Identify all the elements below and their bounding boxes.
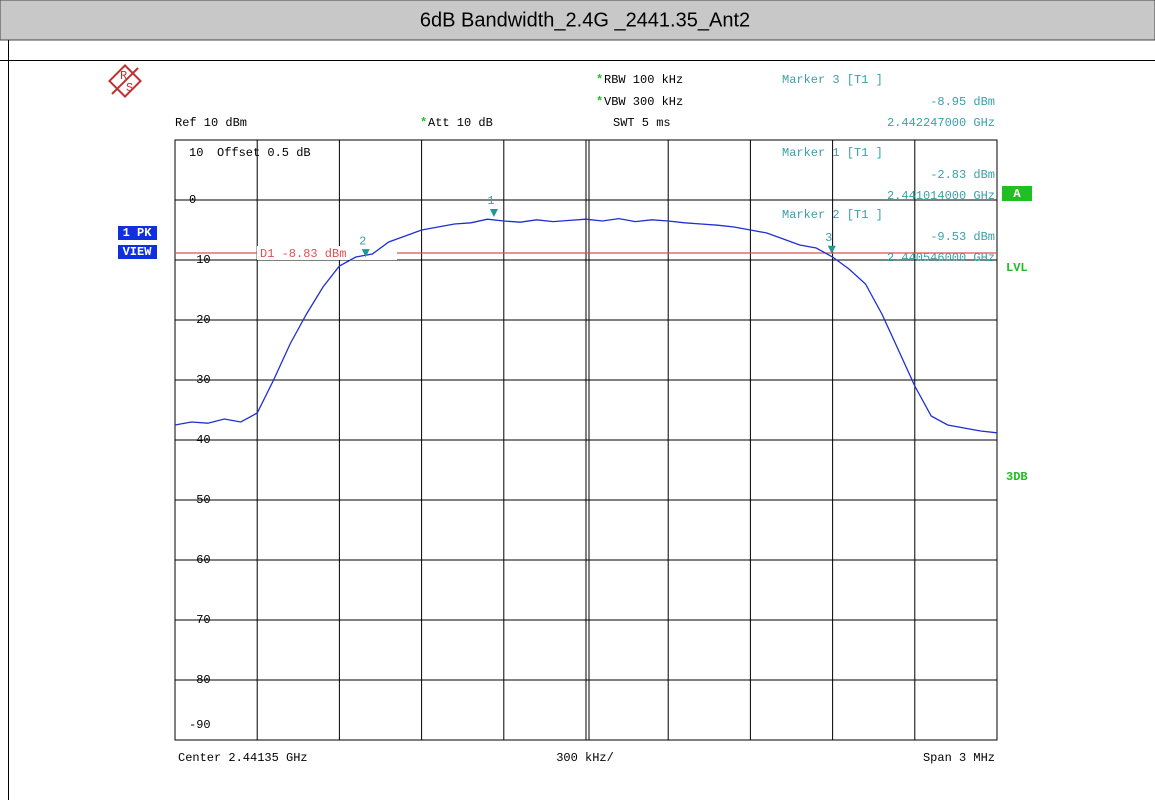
setting-star: *	[596, 95, 603, 109]
marker	[827, 245, 836, 254]
y-tick-label: -20	[189, 313, 211, 327]
y-tick-label: -40	[189, 433, 211, 447]
marker-number: 2	[359, 234, 366, 248]
left-box	[118, 226, 157, 240]
marker	[361, 249, 370, 258]
setting: VBW 300 kHz	[604, 95, 683, 109]
title-bar	[0, 0, 1155, 41]
left-label: 1 PK	[123, 226, 153, 240]
logo-slash	[111, 67, 139, 95]
y-tick-label: -90	[189, 718, 211, 732]
y-tick-label: -10	[189, 253, 211, 267]
footer-span: Span 3 MHz	[923, 751, 995, 765]
y-tick-label: -50	[189, 493, 211, 507]
right-label: A	[1013, 187, 1021, 201]
marker-number: 1	[487, 194, 494, 208]
display-line-label: D1 -8.83 dBm	[260, 247, 346, 261]
marker-number: 3	[825, 231, 832, 245]
trace	[174, 217, 998, 434]
right-label: LVL	[1006, 261, 1028, 275]
sweep-time: SWT 5 ms	[613, 116, 671, 130]
left-label: VIEW	[123, 245, 153, 259]
y-tick-label: -60	[189, 553, 211, 567]
setting-star: *	[596, 73, 603, 87]
marker-freq: 2.441014000 GHz	[887, 189, 995, 203]
setting: RBW 100 kHz	[604, 73, 683, 87]
marker-title: Marker 3 [T1 ]	[782, 73, 883, 87]
y-tick-label: -80	[189, 673, 211, 687]
marker-value: -9.53 dBm	[930, 230, 995, 244]
a-box	[1002, 186, 1032, 201]
setting-star: *	[420, 116, 427, 130]
logo-r: R	[120, 69, 127, 83]
marker-value: -2.83 dBm	[930, 168, 995, 182]
setting: Att 10 dB	[428, 116, 493, 130]
y-tick-label: -30	[189, 373, 211, 387]
marker-title: Marker 2 [T1 ]	[782, 208, 883, 222]
marker	[489, 208, 498, 217]
marker-title: Marker 1 [T1 ]	[782, 146, 883, 160]
marker-freq: 2.442247000 GHz	[887, 116, 995, 130]
left-box	[118, 245, 157, 259]
footer-center: Center 2.44135 GHz	[178, 751, 308, 765]
logo-s: S	[126, 81, 133, 95]
y-tick-label: -70	[189, 613, 211, 627]
offset: Offset 0.5 dB	[217, 146, 311, 160]
y-tick-label: 10	[189, 146, 203, 160]
ref-level: Ref 10 dBm	[175, 116, 247, 130]
logo: R S	[108, 64, 142, 98]
right-label: 3DB	[1006, 470, 1028, 484]
y-tick-label: 0	[189, 193, 196, 207]
footer-per-div: 300 kHz/	[556, 751, 614, 765]
marker-freq: 2.440546000 GHz	[887, 251, 995, 265]
marker-value: -8.95 dBm	[930, 95, 995, 109]
title: 6dB Bandwidth_2.4G _2441.35_Ant2	[420, 9, 750, 31]
